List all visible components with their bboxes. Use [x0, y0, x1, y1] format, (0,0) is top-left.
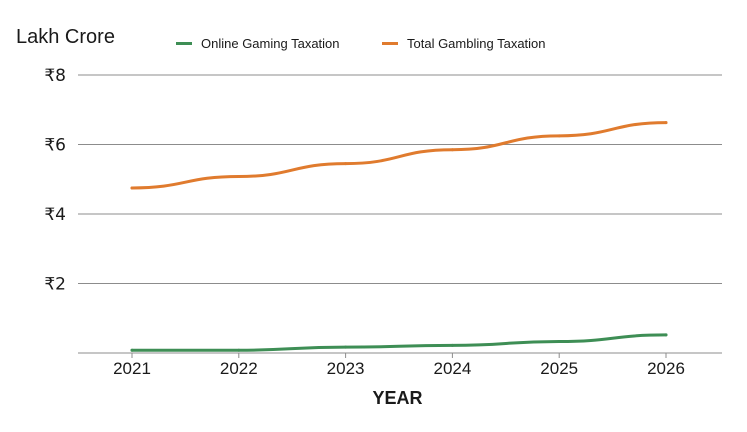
x-tick-label-2021: 2021 — [113, 359, 151, 378]
data-point-total-gambling-2023 — [344, 162, 348, 166]
x-axis-title: YEAR — [372, 388, 423, 408]
data-point-online-gaming-2021 — [130, 348, 134, 352]
legend-item-total-gambling: Total Gambling Taxation — [382, 36, 546, 51]
data-point-online-gaming-2023 — [344, 345, 348, 349]
x-tick-label-2024: 2024 — [433, 359, 471, 378]
data-point-online-gaming-2026 — [664, 333, 668, 337]
y-tick-label-6: ₹6 — [44, 136, 66, 156]
data-point-online-gaming-2022 — [237, 348, 241, 352]
legend-label-total-gambling: Total Gambling Taxation — [407, 36, 546, 51]
x-tick-label-2022: 2022 — [220, 359, 258, 378]
data-point-online-gaming-2024 — [450, 343, 454, 347]
data-point-total-gambling-2021 — [130, 186, 134, 190]
y-tick-label-4: ₹4 — [44, 205, 66, 225]
data-point-total-gambling-2024 — [450, 148, 454, 152]
data-point-total-gambling-2022 — [237, 174, 241, 178]
x-tick-label-2026: 2026 — [647, 359, 685, 378]
y-axis-unit-label: Lakh Crore — [16, 26, 115, 48]
legend-swatch-online-gaming — [176, 42, 192, 45]
legend-item-online-gaming: Online Gaming Taxation — [176, 36, 340, 51]
y-tick-label-8: ₹8 — [44, 66, 66, 86]
series-line-online-gaming — [130, 333, 668, 352]
y-tick-label-2: ₹2 — [44, 275, 66, 295]
data-point-online-gaming-2025 — [557, 340, 561, 344]
series-line-total-gambling — [130, 121, 668, 190]
data-point-total-gambling-2025 — [557, 134, 561, 138]
legend-swatch-total-gambling — [382, 42, 398, 45]
x-tick-label-2025: 2025 — [540, 359, 578, 378]
legend-label-online-gaming: Online Gaming Taxation — [201, 36, 340, 51]
x-tick-label-2023: 2023 — [327, 359, 365, 378]
data-point-total-gambling-2026 — [664, 121, 668, 125]
